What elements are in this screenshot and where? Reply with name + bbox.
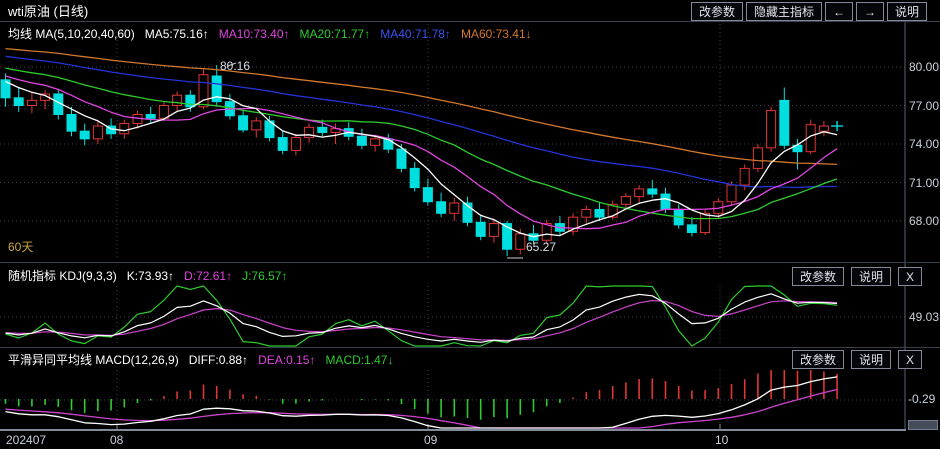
kdj-help-button[interactable]: 说明 [851, 267, 892, 286]
help-button[interactable]: 说明 [887, 2, 928, 21]
arrow-left-button[interactable]: ← [825, 2, 854, 21]
titlebar-button-group: 改参数 隐藏主指标 ← → 说明 [691, 2, 928, 21]
change-params-button[interactable]: 改参数 [691, 2, 744, 21]
macd-help-button[interactable]: 说明 [851, 350, 892, 369]
macd-separator [0, 347, 940, 348]
x-label-09: 09 [424, 433, 438, 447]
kdj-indicator-title: 随机指标 KDJ(9,3,3) [8, 269, 117, 283]
scrollbar-corner[interactable] [908, 420, 938, 430]
macd-indicator-title: 平滑异同平均线 MACD(12,26,9) [8, 353, 179, 367]
kdj-k-value: K:73.93↑ [126, 269, 175, 283]
price-tick-77: 77.00 [909, 99, 940, 113]
kdj-button-group: 改参数 说明 X [792, 267, 923, 286]
kdj-axis-value: 49.03 [909, 310, 940, 324]
kdj-j-value: J:76.57↑ [242, 269, 288, 283]
macd-close-button[interactable]: X [898, 350, 923, 369]
macd-change-params-button[interactable]: 改参数 [792, 350, 845, 369]
kdj-separator [0, 262, 940, 263]
price-tick-71: 71.00 [909, 176, 940, 190]
macd-button-group: 改参数 说明 X [792, 350, 923, 369]
macd-macd-value: MACD:1.47↓ [325, 353, 394, 367]
price-tick-74: 74.00 [909, 137, 940, 151]
kdj-close-button[interactable]: X [898, 267, 923, 286]
kdj-change-params-button[interactable]: 改参数 [792, 267, 845, 286]
high-price-annotation: 80.16 [220, 59, 251, 73]
x-label-202407: 202407 [6, 433, 47, 447]
period-label: 60天 [8, 240, 34, 254]
macd-dea-value: DEA:0.15↑ [258, 353, 316, 367]
ma10-value: MA10:73.40↑ [218, 27, 290, 41]
bottom-axis-border [0, 429, 906, 431]
ma-header: 均线 MA(5,10,20,40,60) MA5:75.16↑ MA10:73.… [8, 27, 532, 41]
x-label-10: 10 [715, 433, 729, 447]
x-label-08: 08 [110, 433, 124, 447]
ma40-value: MA40:71.78↑ [380, 27, 451, 41]
ma20-value: MA20:71.77↑ [299, 27, 371, 41]
macd-diff-value: DIFF:0.88↑ [188, 353, 249, 367]
arrow-right-button[interactable]: → [856, 2, 885, 21]
ma-indicator-title: 均线 MA(5,10,20,40,60) [8, 27, 135, 41]
kdj-header: 随机指标 KDJ(9,3,3) K:73.93↑ D:72.61↑ J:76.5… [8, 269, 287, 283]
ma60-value: MA60:73.41↓ [460, 27, 532, 41]
macd-axis-value: -0.29 [908, 392, 936, 406]
low-price-annotation: 65.27 [526, 240, 557, 254]
titlebar-separator [0, 21, 940, 22]
macd-header: 平滑异同平均线 MACD(12,26,9) DIFF:0.88↑ DEA:0.1… [8, 353, 393, 367]
ma5-value: MA5:75.16↑ [144, 27, 209, 41]
price-tick-80: 80.00 [909, 60, 940, 74]
hide-main-indicator-button[interactable]: 隐藏主指标 [746, 2, 823, 21]
page-title: wti原油 (日线) [8, 4, 89, 19]
kdj-d-value: D:72.61↑ [184, 269, 233, 283]
price-tick-68: 68.00 [909, 214, 940, 228]
